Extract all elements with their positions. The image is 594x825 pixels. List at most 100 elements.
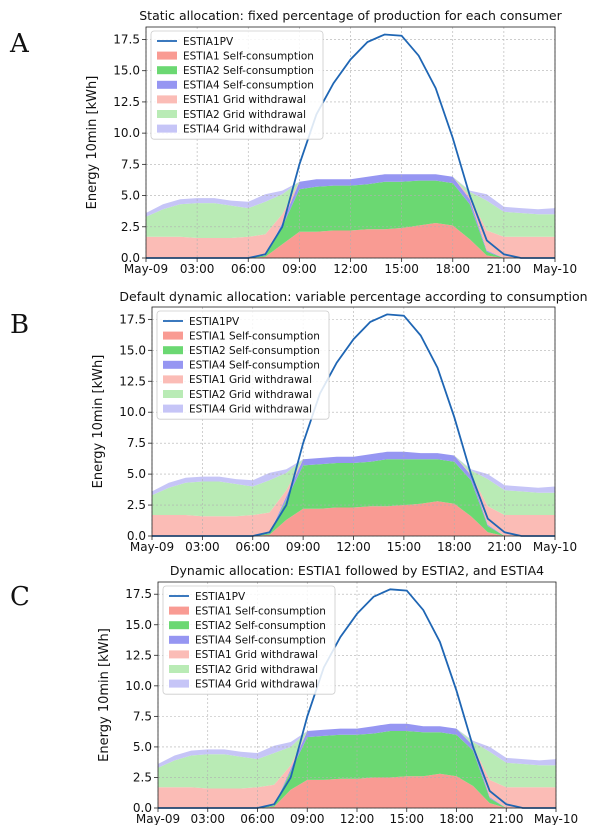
- legend-entry-label: ESTIA1PV: [195, 591, 246, 603]
- y-tick-label: 7.5: [127, 436, 146, 450]
- area-estia1-grid-withdrawal: [158, 723, 556, 808]
- x-tick-label: May-10: [533, 540, 577, 554]
- legend-swatch: [169, 650, 189, 659]
- y-axis-label: Energy 10min [kWh]: [97, 628, 112, 762]
- x-tick-label: 21:00: [487, 540, 522, 554]
- x-tick-label: 18:00: [437, 540, 472, 554]
- legend-swatch: [163, 390, 183, 398]
- legend-entry-label: ESTIA4 Self-consumption: [183, 80, 314, 92]
- x-tick-label: 21:00: [489, 812, 524, 825]
- y-axis-label: Energy 10min [kWh]: [85, 76, 100, 210]
- legend-entry-label: ESTIA1PV: [183, 36, 234, 48]
- legend-entry-label: ESTIA1 Self-consumption: [189, 330, 320, 342]
- area-estia2-grid-withdrawal: [158, 723, 556, 789]
- x-tick-label: 03:00: [185, 540, 220, 554]
- legend-swatch: [163, 360, 183, 369]
- legend-entry-label: ESTIA2 Self-consumption: [189, 345, 320, 357]
- y-tick-label: 7.5: [121, 157, 140, 171]
- legend: ESTIA1PV ESTIA1 Self-consumption ESTIA2 Se…: [150, 30, 324, 140]
- y-tick-label: 15.0: [113, 64, 140, 78]
- area-estia2-self-consumption: [152, 459, 555, 536]
- area-estia1-grid-withdrawal: [152, 451, 555, 536]
- legend-entry-label: ESTIA4 Self-consumption: [195, 635, 326, 647]
- legend-swatch: [163, 331, 183, 340]
- x-tick-label: 18:00: [435, 262, 470, 276]
- x-tick-label: 09:00: [286, 540, 321, 554]
- x-tick-label: 15:00: [387, 540, 422, 554]
- y-axis-label: Energy 10min [kWh]: [91, 355, 106, 489]
- legend-entry-label: ESTIA2 Grid withdrawal: [189, 389, 312, 401]
- y-tick-label: 5.0: [133, 740, 152, 754]
- chart-panel-a: A Static allocation: fixed percentage of …: [9, 8, 577, 276]
- legend-entry-label: ESTIA2 Grid withdrawal: [183, 109, 306, 121]
- legend-entry-label: ESTIA1PV: [189, 316, 240, 328]
- legend-swatch: [157, 124, 177, 133]
- legend-swatch: [169, 665, 189, 673]
- legend-swatch: [163, 375, 183, 384]
- panel-letter: C: [10, 582, 30, 612]
- legend-swatch: [169, 679, 189, 688]
- area-estia4-grid-withdrawal: [158, 723, 556, 768]
- legend: ESTIA1PV ESTIA1 Self-consumption ESTIA2 Se…: [156, 310, 330, 420]
- y-tick-label: 2.5: [133, 770, 152, 784]
- x-tick-label: 12:00: [333, 262, 368, 276]
- y-tick-label: 2.5: [121, 220, 140, 234]
- y-tick-label: 12.5: [125, 648, 152, 662]
- x-tick-label: May-09: [124, 262, 168, 276]
- y-tick-label: 17.5: [113, 32, 140, 46]
- x-tick-label: May-10: [533, 262, 577, 276]
- legend-entry-label: ESTIA1 Self-consumption: [195, 605, 326, 617]
- legend-entry-label: ESTIA2 Grid withdrawal: [195, 664, 318, 676]
- legend-swatch: [163, 346, 183, 355]
- y-tick-label: 0.0: [121, 251, 140, 265]
- y-tick-label: 12.5: [119, 374, 146, 388]
- legend-swatch: [169, 606, 189, 615]
- legend-entry-label: ESTIA2 Self-consumption: [183, 65, 314, 77]
- x-tick-label: May-10: [534, 812, 578, 825]
- x-tick-label: 03:00: [180, 262, 215, 276]
- legend-entry-label: ESTIA4 Self-consumption: [189, 360, 320, 372]
- legend-entry-label: ESTIA1 Grid withdrawal: [183, 94, 306, 106]
- legend-entry-label: ESTIA1 Self-consumption: [183, 50, 314, 62]
- x-tick-label: 06:00: [231, 262, 266, 276]
- legend-swatch: [157, 95, 177, 104]
- x-tick-label: 09:00: [282, 262, 317, 276]
- y-tick-label: 17.5: [125, 587, 152, 601]
- legend-swatch: [169, 635, 189, 644]
- x-tick-label: May-09: [130, 540, 174, 554]
- legend-entry-label: ESTIA4 Grid withdrawal: [183, 123, 306, 135]
- area-estia2-grid-withdrawal: [146, 174, 555, 238]
- legend-swatch: [163, 404, 183, 413]
- legend-entry-label: ESTIA4 Grid withdrawal: [195, 678, 318, 690]
- y-tick-label: 5.0: [127, 467, 146, 481]
- y-tick-label: 15.0: [119, 343, 146, 357]
- y-tick-label: 10.0: [125, 679, 152, 693]
- chart-title: Dynamic allocation: ESTIA1 followed by E…: [170, 563, 544, 578]
- x-tick-label: 03:00: [190, 812, 225, 825]
- chart-panel-c: C Dynamic allocation: ESTIA1 followed by …: [10, 563, 578, 825]
- y-tick-label: 7.5: [133, 709, 152, 723]
- legend: ESTIA1PV ESTIA1 Self-consumption ESTIA2 Se…: [162, 585, 336, 695]
- panel-letter: A: [9, 29, 30, 59]
- x-tick-label: 06:00: [240, 812, 275, 825]
- legend-entry-label: ESTIA1 Grid withdrawal: [195, 649, 318, 661]
- legend-entry-label: ESTIA4 Grid withdrawal: [189, 403, 312, 415]
- legend-swatch: [157, 51, 177, 60]
- chart-title: Static allocation: fixed percentage of p…: [139, 8, 562, 23]
- area-estia4-grid-withdrawal: [146, 174, 555, 217]
- x-tick-label: 15:00: [389, 812, 424, 825]
- y-tick-label: 12.5: [113, 95, 140, 109]
- y-tick-label: 15.0: [125, 618, 152, 632]
- area-estia1-grid-withdrawal: [146, 174, 555, 258]
- legend-entry-label: ESTIA1 Grid withdrawal: [189, 374, 312, 386]
- y-tick-label: 17.5: [119, 312, 146, 326]
- y-tick-label: 10.0: [119, 405, 146, 419]
- x-tick-label: 21:00: [487, 262, 522, 276]
- x-tick-label: 09:00: [290, 812, 325, 825]
- x-tick-label: May-09: [136, 812, 180, 825]
- x-tick-label: 15:00: [384, 262, 419, 276]
- legend-swatch: [157, 80, 177, 89]
- legend-swatch: [169, 621, 189, 630]
- legend-box: [150, 30, 324, 140]
- y-tick-label: 0.0: [133, 801, 152, 815]
